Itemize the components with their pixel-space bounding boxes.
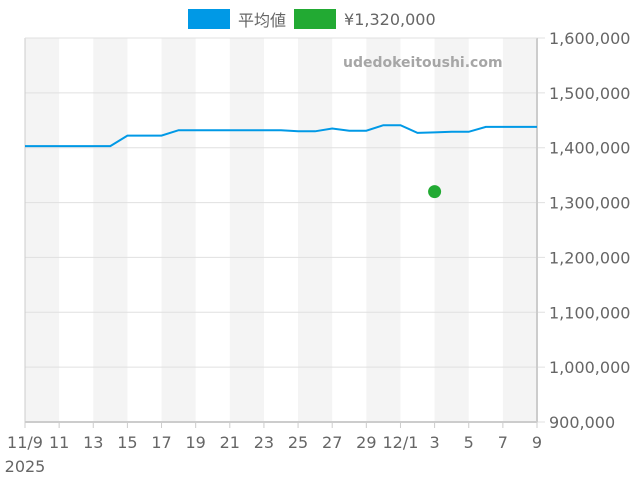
- tick-labels: 1,600,000 1,500,000 1,400,000 1,300,000 1,20…: [5, 29, 631, 476]
- legend-label-average: 平均値: [238, 11, 287, 30]
- x-tick-label: 29: [356, 433, 376, 452]
- y-tick-label: 1,300,000: [549, 194, 630, 213]
- x-tick-label: 19: [185, 433, 205, 452]
- y-tick-label: 1,200,000: [549, 248, 630, 267]
- y-tick-label: 1,500,000: [549, 84, 630, 103]
- y-tick-label: 1,000,000: [549, 358, 630, 377]
- x-tick-label: 9: [532, 433, 542, 452]
- y-tick-label: 1,100,000: [549, 303, 630, 322]
- x-tick-label: 13: [83, 433, 103, 452]
- y-tick-label: 900,000: [549, 413, 615, 432]
- series-layer: [25, 124, 537, 199]
- watermark: udedokeitoushi.com: [343, 55, 503, 71]
- x-tick-label: 7: [498, 433, 508, 452]
- x-tick-label: 15: [117, 433, 137, 452]
- x-tick-label: 12/1: [382, 433, 418, 452]
- x-tick-label: 11/9: [7, 433, 43, 452]
- x-tick-label: 23: [254, 433, 274, 452]
- legend-swatch-price: [294, 9, 337, 29]
- x-tick-label: 27: [322, 433, 342, 452]
- band: [434, 38, 469, 422]
- band: [229, 38, 264, 422]
- legend-label-price: ¥1,320,000: [344, 9, 436, 29]
- price-point-marker[interactable]: [428, 185, 442, 199]
- x-tick-label: 17: [151, 433, 171, 452]
- x-tick-label: 5: [464, 433, 474, 452]
- axes: [24, 37, 538, 428]
- band: [502, 38, 537, 422]
- x-tick-label: 11: [49, 433, 69, 452]
- band: [161, 38, 196, 422]
- y-tick-label: 1,400,000: [549, 139, 630, 158]
- y-tick-label: 1,600,000: [549, 29, 630, 48]
- x-tick-label: 3: [430, 433, 440, 452]
- band: [366, 38, 401, 422]
- band: [25, 38, 60, 422]
- legend-swatch-average: [188, 9, 230, 29]
- chart-legend: 平均値 ¥1,320,000: [188, 7, 444, 31]
- x-year-label: 2025: [5, 457, 46, 476]
- band: [298, 38, 333, 422]
- x-tick-label: 21: [220, 433, 240, 452]
- average-price-line: [25, 124, 537, 148]
- legend-item-price[interactable]: ¥1,320,000: [294, 9, 436, 29]
- alternating-bands: [25, 38, 537, 422]
- band: [93, 38, 128, 422]
- legend-item-average[interactable]: 平均値: [188, 7, 286, 31]
- x-tick-label: 25: [288, 433, 308, 452]
